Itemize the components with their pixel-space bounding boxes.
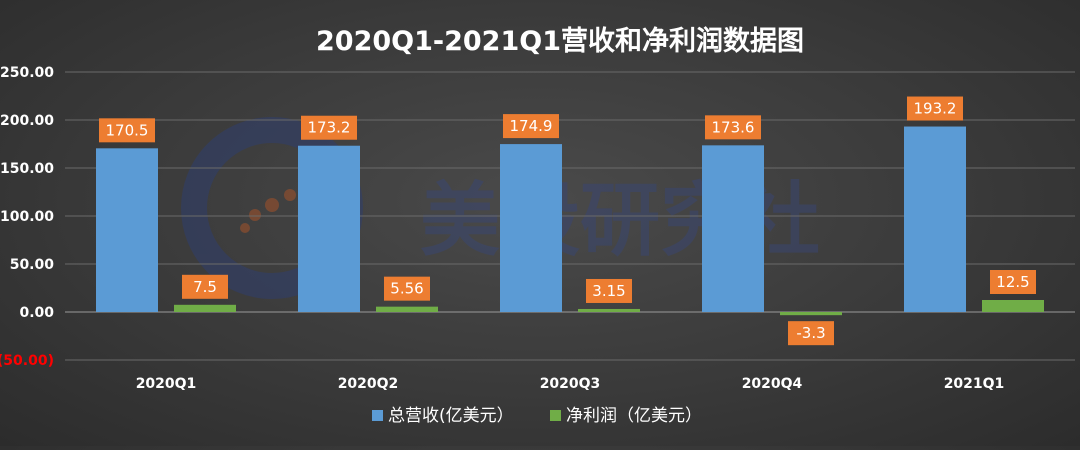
data-label: 193.2: [914, 100, 957, 118]
x-tick-label: 2020Q1: [136, 376, 197, 392]
y-tick-label: 50.00: [10, 257, 55, 273]
bar-net-profit: [578, 308, 640, 312]
y-tick-label: (50.00): [0, 353, 54, 369]
legend-label-revenue: 总营收(亿美元）: [388, 406, 514, 426]
data-label-box: [301, 115, 357, 140]
x-tick-label: 2020Q2: [338, 376, 399, 392]
bar-net-profit: [780, 312, 842, 316]
data-label-box: [990, 270, 1036, 294]
bar-net-profit: [982, 300, 1044, 312]
data-label: 5.56: [390, 280, 423, 298]
legend: 总营收(亿美元） 净利润（亿美元）: [372, 406, 702, 426]
y-tick-label: 0.00: [19, 305, 54, 321]
bar-revenue: [500, 144, 562, 312]
data-label-box: [907, 96, 963, 121]
bar-revenue: [298, 145, 360, 312]
y-tick-label: 100.00: [0, 209, 54, 225]
legend-swatch-net-profit: [550, 410, 561, 421]
data-label-box: [705, 115, 761, 140]
bars: [96, 126, 1044, 316]
x-tick-label: 2020Q4: [742, 376, 803, 392]
data-label: 170.5: [106, 121, 149, 139]
data-label: 173.2: [308, 119, 351, 137]
data-label-box: [503, 114, 559, 139]
y-axis-ticks: 250.00 200.00 150.00 100.00 50.00 0.00 (50.00): [0, 65, 54, 369]
bar-net-profit: [376, 306, 438, 312]
x-tick-label: 2021Q1: [944, 376, 1005, 392]
data-label: -3.3: [796, 324, 825, 342]
bar-revenue: [702, 145, 764, 312]
data-label: 173.6: [712, 118, 755, 136]
y-tick-label: 150.00: [0, 161, 54, 177]
x-tick-label: 2020Q3: [540, 376, 601, 392]
chart-title: 2020Q1-2021Q1营收和净利润数据图: [316, 25, 804, 57]
data-label-box: [586, 278, 632, 303]
data-label: 3.15: [592, 282, 625, 300]
y-tick-label: 250.00: [0, 65, 54, 81]
data-label-box: [384, 276, 430, 301]
data-label-box: [99, 118, 155, 143]
bar-revenue: [96, 148, 158, 312]
data-label-box: [788, 321, 834, 346]
bar-net-profit: [174, 304, 236, 312]
data-label: 12.5: [996, 273, 1029, 291]
data-label: 174.9: [510, 117, 553, 135]
data-label-box: [182, 274, 228, 299]
legend-label-net-profit: 净利润（亿美元）: [566, 406, 702, 426]
legend-swatch-revenue: [372, 410, 383, 421]
x-axis-ticks: 2020Q1 2020Q2 2020Q3 2020Q4 2021Q1: [136, 376, 1005, 392]
data-labels: 170.5 7.5 173.2 5.56 174.9 3.15 173.6 -3.3 193.2…: [99, 96, 1036, 346]
data-label: 7.5: [193, 278, 217, 296]
bar-revenue: [904, 126, 966, 312]
y-tick-label: 200.00: [0, 113, 54, 129]
